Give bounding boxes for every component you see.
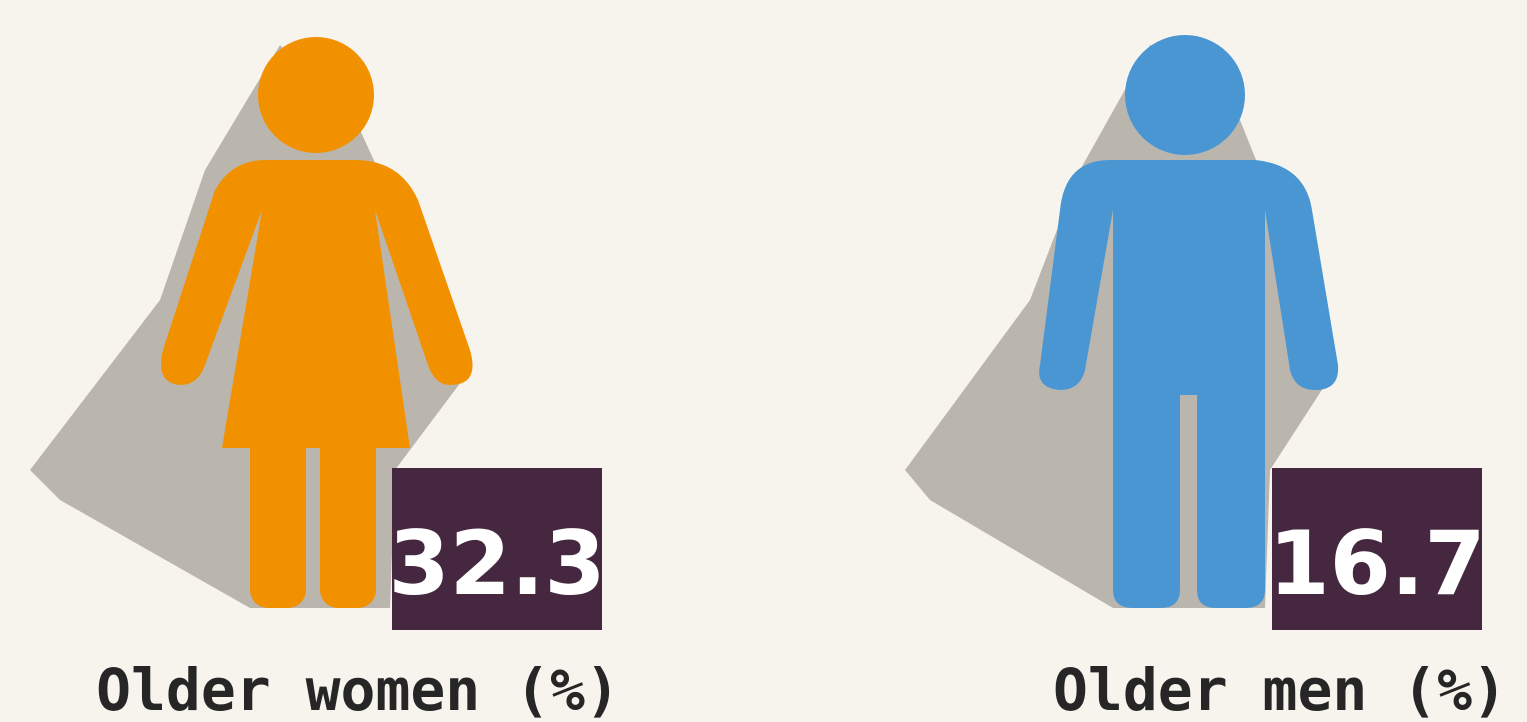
figure-label: Older women (%) (96, 656, 620, 722)
woman-head (258, 37, 374, 153)
woman-body (161, 160, 473, 448)
woman-figure (161, 37, 473, 608)
value-box (392, 468, 602, 630)
man-figure (1039, 35, 1339, 608)
value: 16.7 (1268, 512, 1485, 615)
figure-label: Older men (%) (1053, 656, 1507, 722)
man-body (1039, 160, 1339, 608)
woman-leg (250, 430, 306, 608)
woman-leg (320, 430, 376, 608)
value: 32.3 (388, 512, 605, 615)
man-head (1125, 35, 1245, 155)
value-box (1272, 468, 1482, 630)
